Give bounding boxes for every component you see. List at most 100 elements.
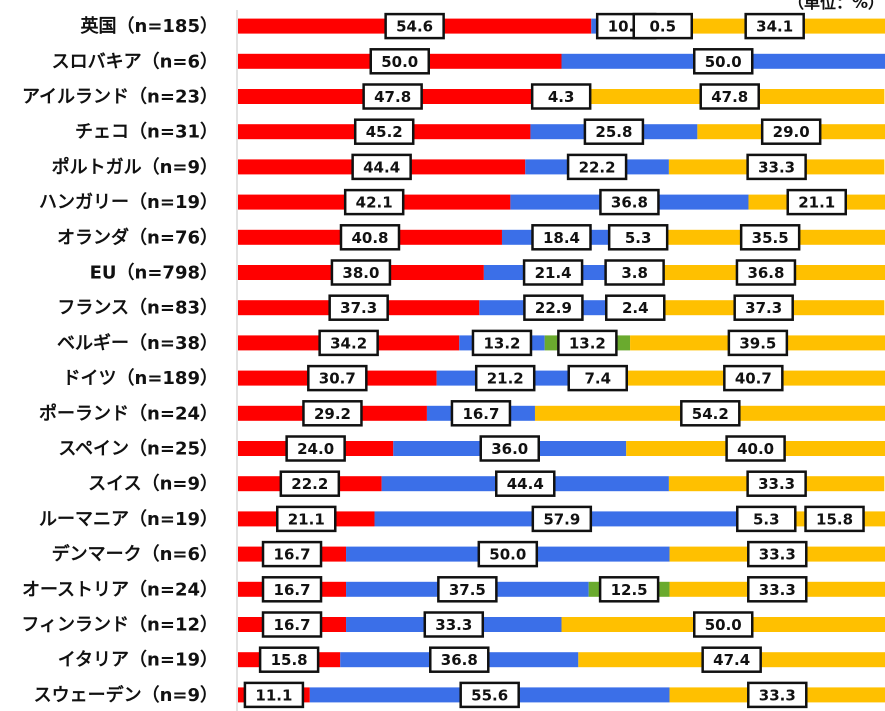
category-label: アイルランド（n=23） — [22, 87, 218, 108]
category-label: スロバキア（n=6） — [52, 51, 218, 72]
category-label: スイス（n=9） — [88, 474, 218, 495]
data-label-series-1: 45.2 — [353, 118, 415, 145]
data-label-text: 16.7 — [274, 581, 311, 599]
data-label-series-1: 38.0 — [330, 259, 392, 286]
data-label-series-2: 55.6 — [459, 681, 520, 709]
category-label: 英国（n=185） — [80, 15, 218, 37]
data-label-text: 25.8 — [595, 123, 632, 141]
data-label-series-1: 21.1 — [276, 505, 337, 533]
data-label-series-1: 24.0 — [285, 435, 346, 462]
data-label-text: 34.1 — [756, 18, 793, 36]
data-label-text: 22.2 — [291, 475, 328, 493]
data-label-text: 33.3 — [759, 686, 796, 704]
data-label-series-2: 36.8 — [599, 188, 660, 216]
data-label-text: 34.2 — [330, 334, 367, 352]
data-label-text: 55.6 — [471, 686, 508, 704]
data-label-text: 33.3 — [758, 475, 795, 493]
data-label-text: 50.0 — [381, 53, 418, 71]
data-label-series-1: 47.8 — [362, 83, 423, 110]
data-label-series-4: 35.5 — [739, 224, 801, 251]
data-label-series-1: 16.7 — [261, 576, 323, 603]
data-label-text: 22.9 — [535, 299, 572, 317]
data-label-series-3: 3.8 — [604, 259, 665, 286]
data-label-text: 7.4 — [584, 370, 611, 388]
data-label-text: 36.0 — [491, 440, 528, 458]
data-label-text: 13.2 — [483, 334, 520, 352]
data-label-series-2: 50.0 — [477, 540, 539, 568]
data-label-series-4: 33.3 — [747, 540, 808, 568]
data-label-series-2: 21.2 — [474, 364, 536, 392]
data-label-series-4: 33.3 — [746, 470, 807, 497]
category-label: ポルトガル（n=9） — [52, 156, 218, 178]
data-label-text: 37.3 — [340, 299, 377, 317]
data-label-series-2: 50.0 — [693, 48, 754, 75]
data-label-text: 16.7 — [274, 616, 311, 634]
data-label-text: 0.5 — [649, 18, 676, 36]
data-label-text: 40.0 — [737, 440, 774, 458]
category-label: ドイツ（n=189） — [63, 368, 218, 389]
data-label-series-1: 50.0 — [369, 48, 430, 75]
data-label-series-4: 47.8 — [699, 83, 760, 110]
data-label-series-4: 33.3 — [747, 576, 808, 603]
data-label-text: 22.2 — [579, 158, 616, 176]
data-label-series-4: 50.0 — [693, 611, 754, 638]
data-label-text: 40.7 — [735, 370, 772, 388]
data-label-text: 47.4 — [713, 651, 750, 669]
category-label: イタリア（n=19） — [58, 650, 218, 671]
data-label-text: 42.1 — [356, 194, 393, 212]
data-label-text: 50.0 — [489, 546, 526, 564]
category-label: EU（n=798） — [90, 263, 218, 284]
data-label-text: 21.1 — [288, 510, 325, 528]
data-label-series-4: 21.1 — [786, 188, 847, 216]
data-label-text: 5.3 — [625, 229, 652, 247]
data-label-text: 47.8 — [711, 88, 748, 106]
data-label-series-1: 30.7 — [307, 364, 368, 392]
data-label-series-1: 37.3 — [328, 294, 389, 321]
data-label-series-1: 54.6 — [384, 12, 445, 40]
data-label-series-2: 16.7 — [450, 400, 512, 427]
data-label-text: 33.3 — [758, 158, 795, 176]
data-label-series-2: 25.8 — [583, 118, 645, 145]
data-label-series-3: 13.2 — [557, 329, 618, 357]
data-label-series-2: 21.4 — [522, 259, 584, 286]
data-label-series-2: 36.0 — [479, 435, 540, 462]
category-label: フィンランド（n=12） — [21, 615, 218, 636]
data-label-series-3: 12.5 — [598, 576, 660, 603]
data-label-text: 36.8 — [747, 264, 784, 282]
data-label-series-1: 44.4 — [351, 153, 412, 181]
data-label-series-4: 39.5 — [727, 329, 789, 357]
data-label-series-3: 7.4 — [567, 364, 628, 392]
data-label-series-2: 13.2 — [471, 329, 533, 357]
data-label-series-4: 33.3 — [747, 681, 808, 709]
data-label-text: 24.0 — [297, 440, 334, 458]
data-label-text: 44.4 — [507, 475, 544, 493]
data-label-series-2: 4.3 — [530, 83, 592, 110]
data-label-text: 11.1 — [255, 686, 292, 704]
data-label-text: 3.8 — [621, 264, 648, 282]
data-label-series-4: 40.7 — [723, 364, 784, 392]
data-label-text: 47.8 — [374, 88, 411, 106]
data-label-text: 30.7 — [319, 370, 356, 388]
data-label-series-4: 40.0 — [725, 435, 786, 462]
category-label: ポーランド（n=24） — [39, 402, 218, 424]
data-label-text: 29.0 — [773, 123, 810, 141]
data-label-series-1: 40.8 — [339, 224, 401, 251]
data-label-text: 44.4 — [363, 158, 400, 176]
data-label-series-2: 22.2 — [566, 153, 628, 181]
data-label-series-3: 5.3 — [736, 505, 797, 533]
category-label: デンマーク（n=6） — [52, 543, 218, 565]
data-label-series-3: 5.3 — [607, 224, 669, 251]
data-label-series-4: 34.1 — [744, 12, 805, 40]
data-label-series-2: 18.4 — [531, 224, 592, 251]
data-label-series-4: 29.0 — [760, 118, 822, 145]
data-label-series-4: 33.3 — [746, 153, 807, 181]
data-label-text: 54.6 — [396, 18, 433, 36]
data-label-series-4: 36.8 — [735, 259, 797, 286]
data-label-series-2: 37.5 — [437, 576, 498, 603]
category-label: スペイン（n=25） — [58, 439, 218, 460]
unit-label: （単位：%） — [788, 0, 884, 12]
data-label-text: 39.5 — [739, 334, 776, 352]
data-label-text: 37.5 — [449, 581, 486, 599]
data-label-text: 21.1 — [798, 194, 835, 212]
